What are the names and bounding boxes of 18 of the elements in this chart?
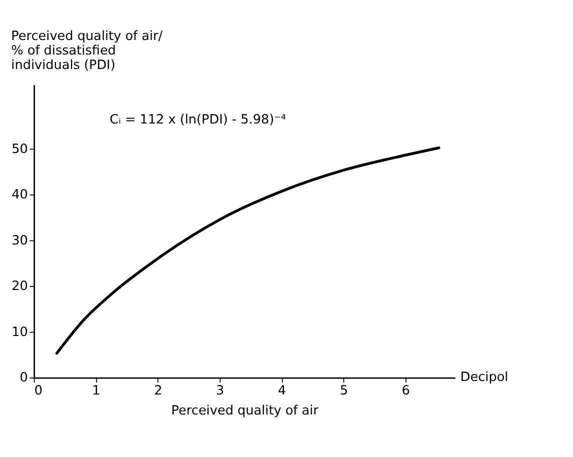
y-tick-label: 50	[12, 142, 28, 157]
x-tick-label: 2	[154, 384, 162, 398]
x-tick-label: 1	[92, 384, 100, 398]
y-axis-title: Perceived quality of air/ % of dissatisfied individuals (PDI)	[11, 28, 164, 74]
y-tick-label: 30	[12, 233, 28, 248]
annotation: Cᵢ = 112 x (ln(PDI) - 5.98)⁻⁴	[110, 112, 286, 128]
x-tick-label: 4	[278, 384, 286, 398]
y-tick-label: 20	[12, 279, 28, 294]
x-axis-title: Perceived quality of air	[171, 404, 320, 419]
line-series	[55, 146, 440, 355]
text: Decipol	[460, 370, 508, 386]
x-tick-label: 3	[216, 384, 224, 398]
x-tick-label: 0	[34, 384, 42, 398]
x-tick-label: 5	[340, 384, 348, 398]
x-tick-label: 6	[402, 384, 410, 398]
y-tick-label: 0	[20, 370, 28, 386]
y-tick-label: 10	[12, 324, 28, 340]
y-tick-label: 40	[12, 188, 28, 203]
